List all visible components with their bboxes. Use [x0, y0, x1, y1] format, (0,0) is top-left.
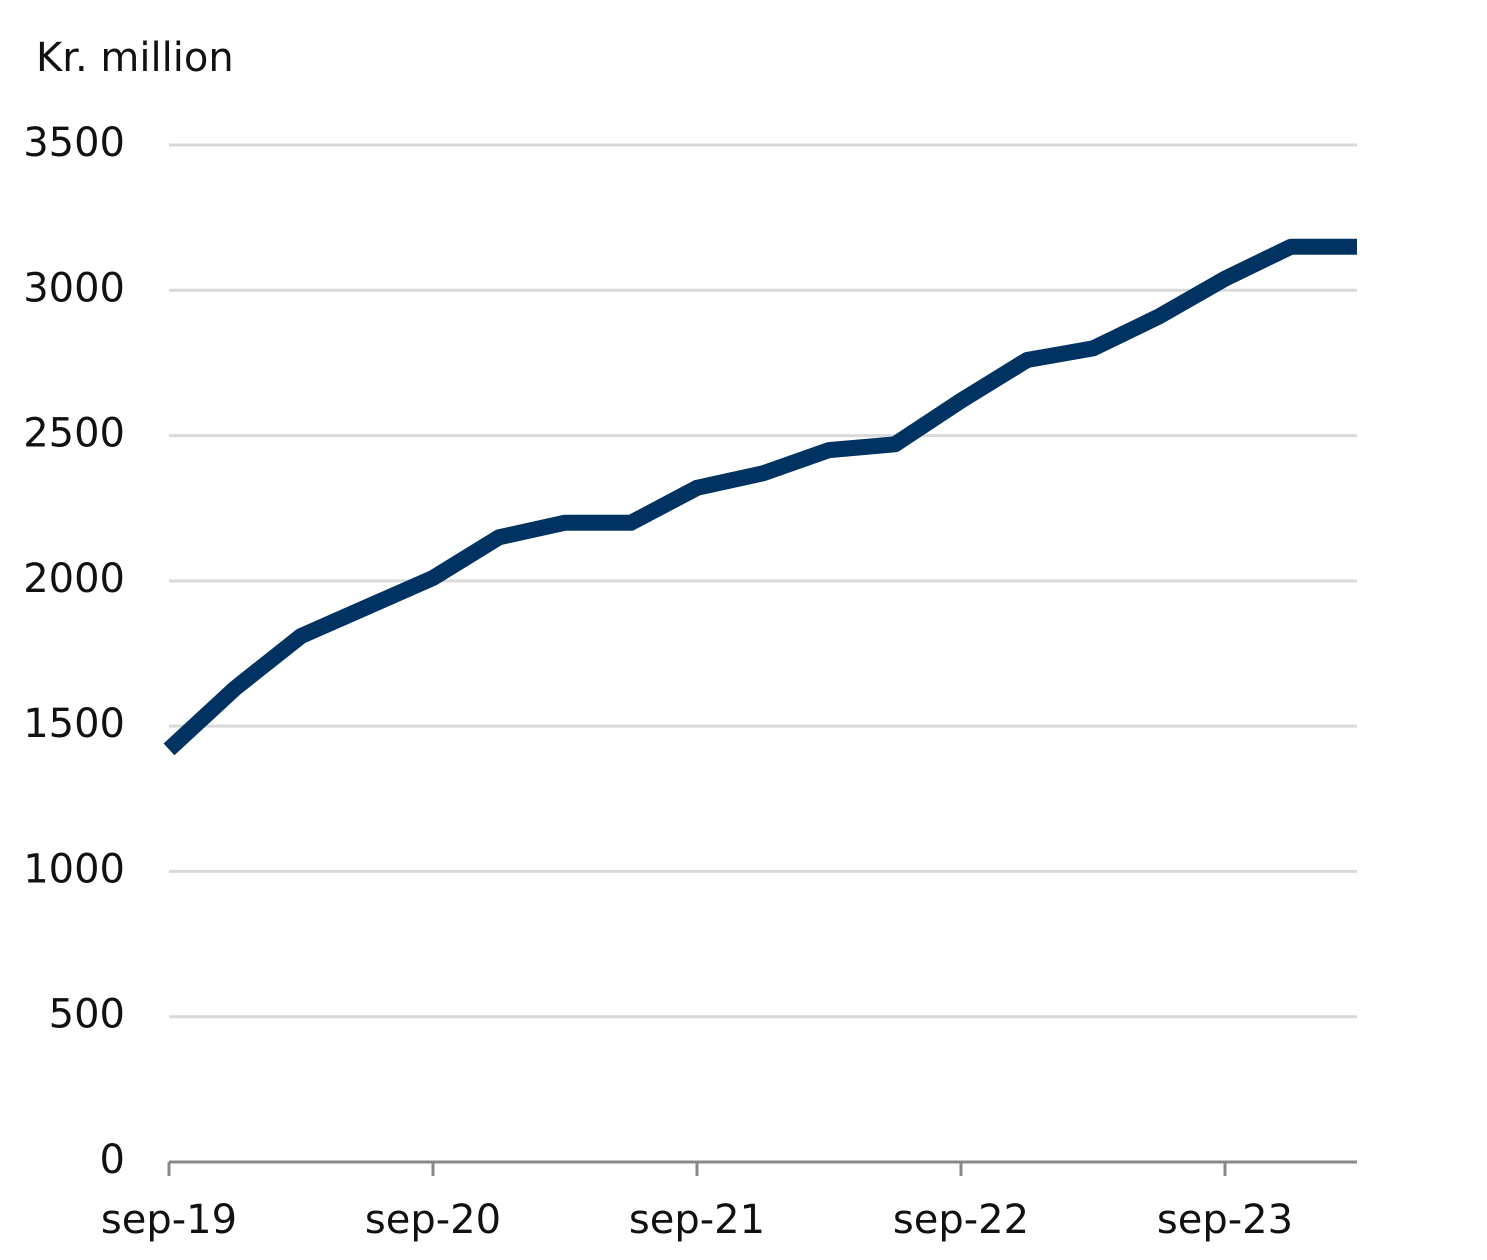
y-tick-label: 500: [49, 992, 125, 1038]
x-tick-label: sep-22: [893, 1197, 1029, 1243]
y-tick-label: 1500: [23, 701, 125, 747]
y-tick-label: 2000: [23, 556, 125, 602]
x-tick-label: sep-20: [365, 1197, 501, 1243]
x-tick-label: sep-21: [629, 1197, 765, 1243]
x-tick-label: sep-19: [101, 1197, 237, 1243]
y-tick-label: 0: [100, 1137, 125, 1183]
line-series: [163, 238, 1357, 756]
x-tick-label: sep-23: [1157, 1197, 1293, 1243]
y-tick-label: 1000: [23, 846, 125, 892]
y-axis-label: Kr. million: [36, 35, 234, 81]
y-tick-label: 3500: [23, 120, 125, 166]
y-tick-label: 2500: [23, 411, 125, 457]
y-tick-label: 3000: [23, 265, 125, 311]
